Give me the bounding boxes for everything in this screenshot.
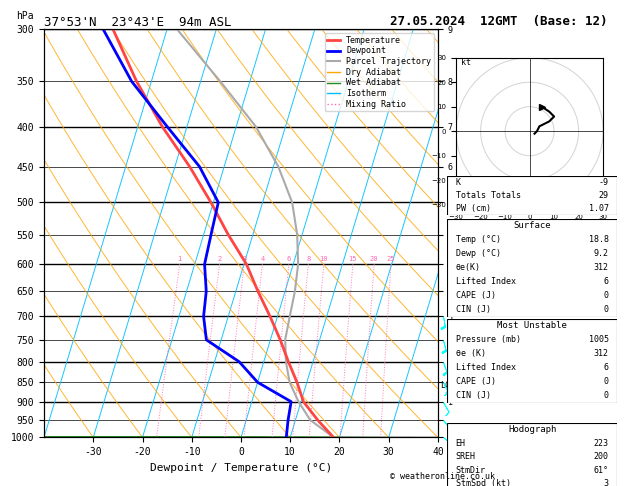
X-axis label: Dewpoint / Temperature (°C): Dewpoint / Temperature (°C) bbox=[150, 463, 332, 473]
Text: 312: 312 bbox=[594, 263, 609, 273]
Text: -9: -9 bbox=[599, 178, 609, 187]
Text: 6: 6 bbox=[604, 364, 609, 372]
Text: Hodograph: Hodograph bbox=[508, 425, 557, 434]
Text: CIN (J): CIN (J) bbox=[456, 306, 491, 314]
Text: Lifted Index: Lifted Index bbox=[456, 364, 516, 372]
Text: θe(K): θe(K) bbox=[456, 263, 481, 273]
Text: 223: 223 bbox=[594, 439, 609, 448]
Text: 0: 0 bbox=[604, 292, 609, 300]
Text: CAPE (J): CAPE (J) bbox=[456, 292, 496, 300]
Text: 6: 6 bbox=[287, 256, 291, 262]
Text: 1: 1 bbox=[177, 256, 182, 262]
Text: Pressure (mb): Pressure (mb) bbox=[456, 335, 521, 345]
Text: 61°: 61° bbox=[594, 466, 609, 475]
Text: K: K bbox=[456, 178, 461, 187]
Text: hPa: hPa bbox=[16, 11, 34, 21]
Text: SREH: SREH bbox=[456, 452, 476, 461]
Text: StmSpd (kt): StmSpd (kt) bbox=[456, 479, 511, 486]
Text: 25: 25 bbox=[387, 256, 395, 262]
Text: 15: 15 bbox=[348, 256, 357, 262]
Text: 3: 3 bbox=[604, 479, 609, 486]
Text: kt: kt bbox=[461, 58, 471, 67]
Y-axis label: Mixing Ratio (g/kg): Mixing Ratio (g/kg) bbox=[468, 177, 478, 289]
Text: LCL: LCL bbox=[440, 381, 455, 390]
Text: 200: 200 bbox=[594, 452, 609, 461]
Text: 0: 0 bbox=[604, 306, 609, 314]
Text: StmDir: StmDir bbox=[456, 466, 486, 475]
Legend: Temperature, Dewpoint, Parcel Trajectory, Dry Adiabat, Wet Adiabat, Isotherm, Mi: Temperature, Dewpoint, Parcel Trajectory… bbox=[325, 34, 434, 111]
Text: 8: 8 bbox=[306, 256, 311, 262]
Text: Most Unstable: Most Unstable bbox=[498, 321, 567, 330]
Text: Lifted Index: Lifted Index bbox=[456, 278, 516, 286]
Text: CIN (J): CIN (J) bbox=[456, 391, 491, 400]
Text: 37°53'N  23°43'E  94m ASL: 37°53'N 23°43'E 94m ASL bbox=[44, 16, 231, 29]
Text: Totals Totals: Totals Totals bbox=[456, 191, 521, 200]
Text: 27.05.2024  12GMT  (Base: 12): 27.05.2024 12GMT (Base: 12) bbox=[390, 15, 608, 28]
Text: 1005: 1005 bbox=[589, 335, 609, 345]
Text: CAPE (J): CAPE (J) bbox=[456, 377, 496, 386]
Text: 4: 4 bbox=[260, 256, 265, 262]
Text: 3: 3 bbox=[242, 256, 247, 262]
Text: © weatheronline.co.uk: © weatheronline.co.uk bbox=[390, 472, 495, 481]
Text: 0: 0 bbox=[604, 391, 609, 400]
Text: Surface: Surface bbox=[513, 222, 551, 230]
Text: 29: 29 bbox=[599, 191, 609, 200]
Text: 2: 2 bbox=[218, 256, 221, 262]
Text: 1.07: 1.07 bbox=[589, 204, 609, 213]
Text: Dewp (°C): Dewp (°C) bbox=[456, 249, 501, 259]
Text: 0: 0 bbox=[604, 377, 609, 386]
Text: θe (K): θe (K) bbox=[456, 349, 486, 358]
Text: 18.8: 18.8 bbox=[589, 236, 609, 244]
Text: 6: 6 bbox=[604, 278, 609, 286]
Text: 312: 312 bbox=[594, 349, 609, 358]
Text: EH: EH bbox=[456, 439, 465, 448]
Text: 20: 20 bbox=[370, 256, 379, 262]
Text: PW (cm): PW (cm) bbox=[456, 204, 491, 213]
Text: 10: 10 bbox=[320, 256, 328, 262]
Text: Temp (°C): Temp (°C) bbox=[456, 236, 501, 244]
Text: 9.2: 9.2 bbox=[594, 249, 609, 259]
